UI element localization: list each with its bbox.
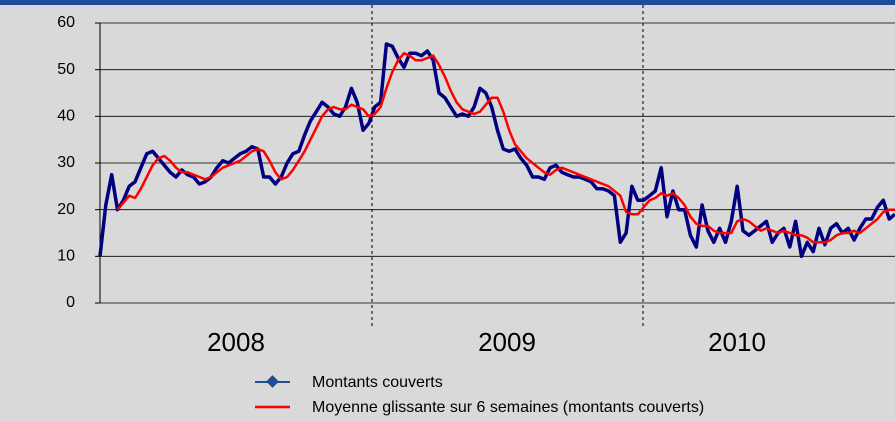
y-tick-label: 60 xyxy=(57,14,75,31)
y-tick-label: 20 xyxy=(57,201,75,218)
year-label: 2010 xyxy=(708,327,766,357)
y-tick-label: 50 xyxy=(57,61,75,78)
legend-label: Moyenne glissante sur 6 semaines (montan… xyxy=(312,399,704,416)
y-tick-label: 0 xyxy=(66,294,75,311)
legend-marker xyxy=(266,375,279,388)
y-tick-label: 10 xyxy=(57,248,75,265)
year-label: 2009 xyxy=(478,327,536,357)
series-line xyxy=(116,52,895,244)
y-tick-label: 30 xyxy=(57,154,75,171)
series-line xyxy=(98,42,895,259)
top-bar xyxy=(0,0,895,5)
year-label: 2008 xyxy=(207,327,265,357)
legend-label: Montants couverts xyxy=(312,374,443,391)
y-tick-label: 40 xyxy=(57,108,75,125)
